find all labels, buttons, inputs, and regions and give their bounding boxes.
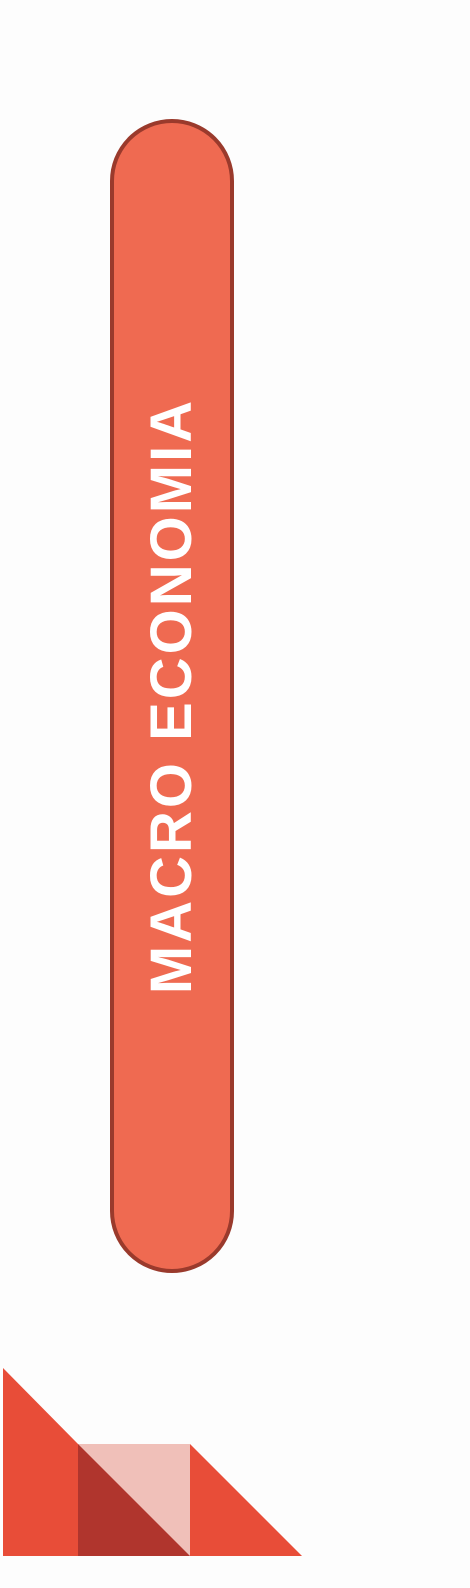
- title-banner: MACRO ECONOMIA: [110, 119, 234, 1273]
- left-triangle-shape: [3, 1368, 78, 1556]
- right-triangle-shape: [190, 1444, 302, 1556]
- banner-title: MACRO ECONOMIA: [139, 397, 204, 995]
- decorative-triangles-graphic: [3, 1368, 302, 1556]
- dark-triangle-shape: [78, 1444, 190, 1556]
